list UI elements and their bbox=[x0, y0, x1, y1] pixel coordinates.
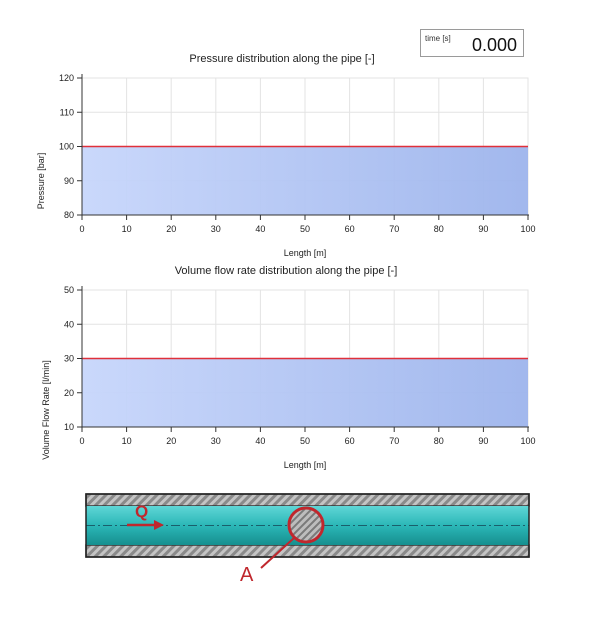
x-tick-label: 100 bbox=[520, 436, 535, 446]
y-tick-label: 30 bbox=[64, 354, 74, 364]
x-tick-label: 40 bbox=[255, 224, 265, 234]
y-tick-label: 40 bbox=[64, 319, 74, 329]
y-tick-label: 80 bbox=[64, 210, 74, 220]
x-tick-label: 10 bbox=[122, 224, 132, 234]
x-tick-label: 30 bbox=[211, 436, 221, 446]
x-tick-label: 90 bbox=[478, 436, 488, 446]
y-axis-label: Pressure [bar] bbox=[36, 153, 46, 210]
flow-arrow bbox=[127, 520, 164, 530]
cross-section-leader bbox=[260, 537, 295, 569]
y-tick-label: 10 bbox=[64, 422, 74, 432]
y-tick-label: 120 bbox=[59, 73, 74, 83]
x-tick-label: 50 bbox=[300, 436, 310, 446]
y-axis-label: Volume Flow Rate [l/min] bbox=[41, 360, 51, 460]
x-tick-label: 60 bbox=[345, 224, 355, 234]
flow-label: Q bbox=[135, 502, 148, 521]
pipe-diagram: Q A bbox=[85, 493, 530, 586]
x-axis-label: Length [m] bbox=[284, 460, 327, 470]
series-area bbox=[82, 358, 528, 427]
x-tick-label: 80 bbox=[434, 436, 444, 446]
x-tick-label: 30 bbox=[211, 224, 221, 234]
x-tick-label: 90 bbox=[478, 224, 488, 234]
time-display: time [s] 0.000 bbox=[420, 29, 524, 57]
x-tick-label: 0 bbox=[79, 436, 84, 446]
x-tick-label: 100 bbox=[520, 224, 535, 234]
pipe-wall-top bbox=[85, 493, 530, 507]
y-tick-label: 90 bbox=[64, 176, 74, 186]
x-axis-label: Length [m] bbox=[284, 248, 327, 258]
cross-section-label: A bbox=[240, 564, 254, 586]
y-tick-label: 100 bbox=[59, 142, 74, 152]
x-tick-label: 60 bbox=[345, 436, 355, 446]
pipe-outline bbox=[85, 493, 530, 558]
x-tick-label: 10 bbox=[122, 436, 132, 446]
chart-title: Volume flow rate distribution along the … bbox=[175, 265, 398, 277]
x-tick-label: 80 bbox=[434, 224, 444, 234]
x-tick-label: 70 bbox=[389, 224, 399, 234]
x-tick-label: 50 bbox=[300, 224, 310, 234]
pipe-wall-bottom bbox=[85, 544, 530, 558]
x-tick-label: 20 bbox=[166, 224, 176, 234]
cross-section-marker bbox=[287, 506, 325, 544]
y-tick-label: 110 bbox=[60, 107, 74, 117]
flow-rate-chart: Volume flow rate distribution along the … bbox=[41, 265, 536, 470]
x-tick-label: 70 bbox=[389, 436, 399, 446]
time-label: time [s] bbox=[425, 34, 451, 43]
y-tick-label: 50 bbox=[64, 285, 74, 295]
time-value: 0.000 bbox=[471, 35, 517, 55]
pressure-chart: Pressure distribution along the pipe [-]… bbox=[36, 53, 536, 258]
x-tick-label: 0 bbox=[79, 224, 84, 234]
series-area bbox=[82, 146, 528, 215]
x-tick-label: 20 bbox=[166, 436, 176, 446]
x-tick-label: 40 bbox=[255, 436, 265, 446]
chart-title: Pressure distribution along the pipe [-] bbox=[189, 53, 374, 65]
y-tick-label: 20 bbox=[64, 388, 74, 398]
